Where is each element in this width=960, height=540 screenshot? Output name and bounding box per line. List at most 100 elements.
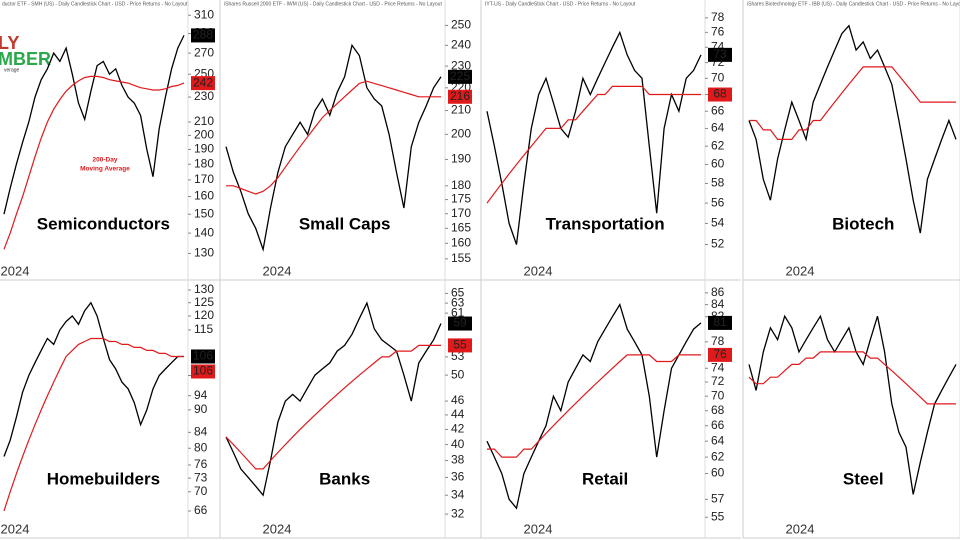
y-tick-label: 34 [451, 487, 465, 501]
y-tick-label: 50 [451, 367, 465, 381]
y-tick-label: 52 [711, 237, 725, 251]
last-value-label: 73 [713, 47, 727, 61]
last-value-box [708, 47, 732, 62]
y-tick-label: 155 [451, 251, 471, 265]
y-tick-label: 62 [711, 449, 725, 463]
chart-caption: iShares Russell 2000 ETF - IWM (US) - Da… [224, 1, 442, 7]
y-tick-label: 150 [194, 206, 214, 220]
y-tick-label: 58 [711, 176, 725, 190]
x-axis-label: 2024 [263, 521, 292, 536]
y-tick-label: 64 [711, 121, 725, 135]
y-tick-label: 210 [451, 103, 471, 117]
chart-title: Banks [319, 469, 370, 488]
y-tick-label: 70 [711, 388, 725, 402]
x-axis-label: 2024 [786, 263, 815, 278]
last-value-label: 68 [713, 87, 727, 101]
y-tick-label: 66 [194, 503, 208, 517]
moving-average-line [487, 354, 701, 458]
y-tick-label: 57 [711, 491, 725, 505]
moving-average-line [748, 351, 956, 405]
y-tick-label: 94 [194, 388, 208, 402]
y-tick-label: 170 [194, 172, 214, 186]
price-line [486, 30, 702, 245]
annotation: Moving Average [80, 166, 130, 173]
chart-caption: iShares Biotechnology ETF - IBB (US) - D… [747, 1, 960, 7]
y-tick-label: 230 [194, 89, 214, 103]
y-tick-label: 180 [194, 156, 214, 170]
last-value-label: 106 [193, 364, 213, 378]
y-tick-label: 70 [711, 71, 725, 85]
y-tick-label: 80 [194, 440, 208, 454]
y-tick-label: 32 [451, 506, 465, 520]
y-tick-label: 74 [711, 360, 725, 374]
y-tick-label: 60 [711, 466, 725, 480]
y-tick-label: 70 [194, 484, 208, 498]
chart-title: Transportation [546, 214, 665, 233]
last-value-label: 242 [193, 75, 213, 89]
logo-middle: MBER [0, 49, 51, 69]
y-tick-label: 61 [451, 305, 465, 319]
last-value-label: 81 [713, 315, 727, 329]
last-value-box [708, 87, 732, 102]
y-tick-label: 165 [451, 220, 471, 234]
y-tick-label: 250 [451, 18, 471, 32]
y-tick-label: 190 [451, 152, 471, 166]
moving-average-line [486, 85, 701, 204]
y-tick-label: 120 [194, 308, 214, 322]
y-tick-label: 64 [711, 433, 725, 447]
y-tick-label: 160 [194, 189, 214, 203]
y-tick-label: 65 [451, 286, 465, 300]
last-value-box [191, 28, 215, 43]
x-axis-label: 2024 [524, 521, 553, 536]
price-line [486, 303, 702, 510]
chart-title: Homebuilders [47, 469, 160, 488]
y-tick-label: 200 [451, 127, 471, 141]
annotation: 200-Day [93, 157, 118, 164]
y-tick-label: 68 [711, 403, 725, 417]
y-tick-label: 210 [194, 114, 214, 128]
y-tick-label: 40 [451, 437, 465, 451]
price-line [748, 314, 957, 495]
price-line [225, 301, 442, 497]
logo-bottom: verage [4, 67, 20, 73]
last-value-label: 106 [193, 349, 213, 363]
y-tick-label: 84 [194, 425, 208, 439]
y-tick-label: 63 [451, 295, 465, 309]
moving-average-line [226, 80, 441, 195]
y-tick-label: 54 [711, 216, 725, 230]
y-tick-label: 84 [711, 297, 725, 311]
chart-title: Retail [582, 469, 628, 488]
x-axis-label: 2024 [1, 521, 30, 536]
chart-title: Steel [843, 469, 884, 488]
price-line [3, 35, 185, 215]
last-value-label: 76 [713, 347, 727, 361]
x-axis-label: 2024 [1, 263, 30, 278]
last-value-box [191, 364, 215, 379]
last-value-box [448, 316, 472, 331]
y-tick-label: 53 [451, 349, 465, 363]
y-tick-label: 66 [711, 103, 725, 117]
last-value-box [708, 315, 732, 330]
y-tick-label: 44 [451, 407, 465, 421]
y-tick-label: 36 [451, 470, 465, 484]
y-tick-label: 56 [711, 195, 725, 209]
last-value-label: 216 [450, 89, 470, 103]
last-value-box [448, 338, 472, 353]
y-tick-label: 72 [711, 374, 725, 388]
last-value-box [708, 347, 732, 362]
y-tick-label: 175 [451, 192, 471, 206]
price-line [225, 43, 442, 253]
last-value-box [448, 89, 472, 104]
y-tick-label: 73 [194, 470, 208, 484]
y-tick-label: 46 [451, 393, 465, 407]
y-tick-label: 76 [711, 25, 725, 39]
y-tick-label: 130 [194, 246, 214, 260]
y-tick-label: 125 [194, 295, 214, 309]
last-value-label: 55 [453, 338, 467, 352]
y-tick-label: 38 [451, 453, 465, 467]
y-tick-label: 78 [711, 334, 725, 348]
y-tick-label: 180 [451, 178, 471, 192]
y-tick-label: 76 [194, 457, 208, 471]
